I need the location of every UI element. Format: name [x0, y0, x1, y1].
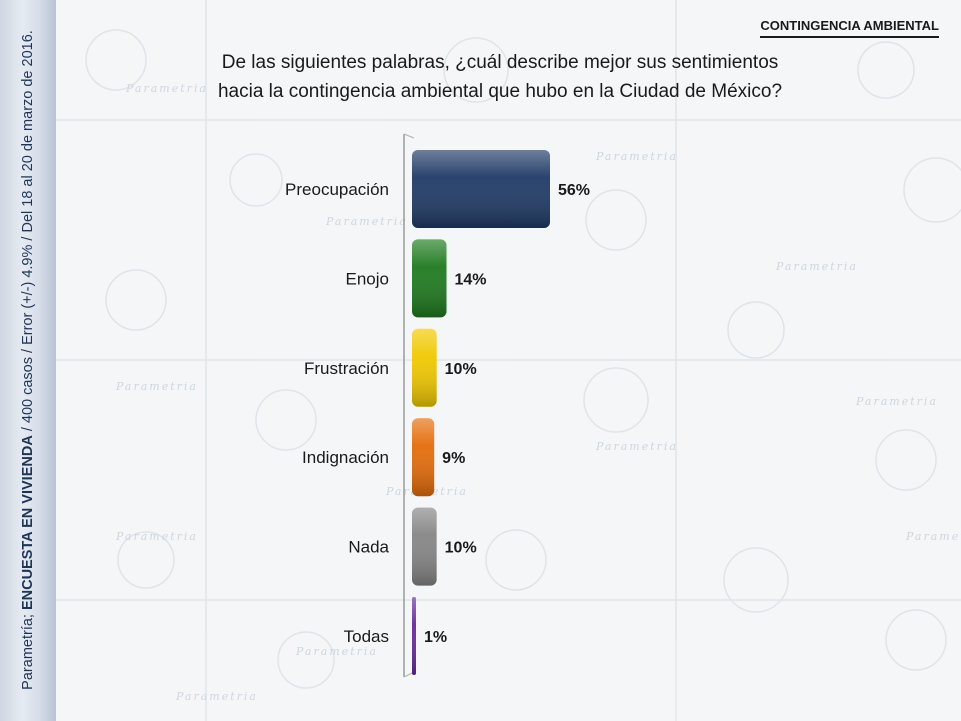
- watermark-text: Parametria: [775, 260, 858, 273]
- sidebar-strip: Parametría; ENCUESTA EN VIVIENDA / 400 c…: [0, 0, 56, 721]
- bar-shading-nada: [412, 507, 437, 586]
- category-label-enojo: Enojo: [346, 269, 389, 288]
- bar-shading-frustracion: [412, 328, 437, 407]
- value-label-indignacion: 9%: [442, 450, 465, 467]
- category-label-todas: Todas: [344, 627, 389, 646]
- watermark-text: Parametria: [115, 530, 198, 543]
- watermark-background: Parametria Parametria Parametria Parametria…: [56, 0, 961, 721]
- bar-shading-preocupacion: [412, 150, 550, 228]
- title-line-1: De las siguientes palabras, ¿cuál descri…: [221, 52, 779, 73]
- watermark-text: Parametria: [175, 690, 258, 703]
- bar-shading-todas: [412, 597, 416, 675]
- value-label-enojo: 14%: [455, 271, 487, 288]
- value-label-todas: 1%: [424, 629, 447, 646]
- watermark-text: Parametria: [325, 215, 408, 228]
- value-label-nada: 10%: [445, 540, 477, 557]
- watermark-text: Parametria: [595, 150, 678, 163]
- axis-top-edge: [403, 133, 415, 139]
- chart-title: De las siguientes palabras, ¿cuál descri…: [200, 48, 800, 106]
- watermark-text: Parametria: [115, 380, 198, 393]
- watermark-text: Parametria: [125, 82, 208, 95]
- watermark-text: Parametria: [905, 530, 961, 543]
- category-label-indignacion: Indignación: [302, 448, 389, 467]
- category-label-nada: Nada: [348, 538, 389, 557]
- value-label-frustracion: 10%: [445, 361, 477, 378]
- section-header: CONTINGENCIA AMBIENTAL: [760, 18, 939, 38]
- bar-shading-enojo: [412, 239, 447, 318]
- category-label-preocupacion: Preocupación: [285, 180, 389, 199]
- value-label-preocupacion: 56%: [558, 182, 590, 199]
- bar-shading-indignacion: [412, 418, 435, 497]
- watermark-text: Parametria: [295, 645, 378, 658]
- watermark-text: Parametria: [855, 395, 938, 408]
- category-label-frustracion: Frustración: [304, 359, 389, 378]
- title-line-2: hacia la contingencia ambiental que hubo…: [217, 81, 783, 102]
- watermark-text: Parametria: [595, 440, 678, 453]
